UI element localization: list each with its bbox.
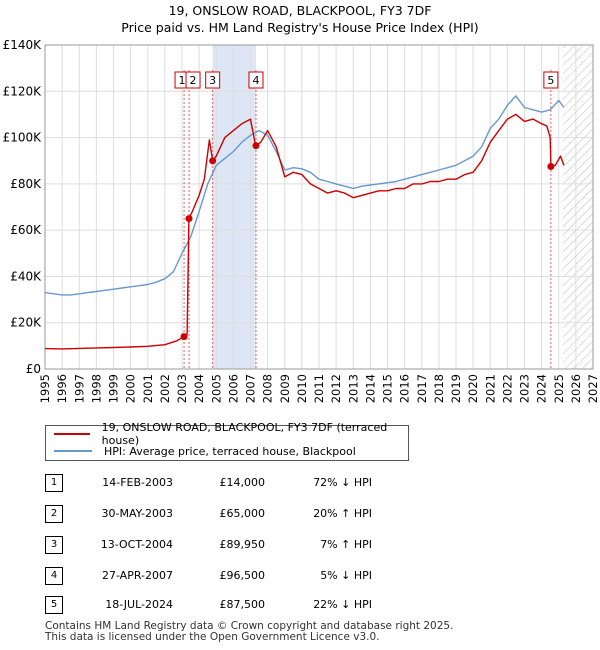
sale-point: [180, 333, 188, 341]
series-line-hpi: [44, 95, 565, 296]
table-row: 3 13-OCT-2004 £89,950 7% ↑ HPI: [45, 536, 545, 554]
legend-swatch-hpi: [54, 450, 92, 452]
transaction-price: £65,000: [219, 507, 266, 520]
x-tick-label: 2014: [363, 374, 377, 403]
x-tick-label: 2022: [500, 374, 514, 403]
x-tick-label: 1998: [89, 374, 103, 403]
y-tick-label: £60K: [10, 223, 42, 237]
plot-frame: [44, 44, 594, 370]
transaction-hpi-diff: 20% ↑ HPI: [313, 507, 372, 520]
y-tick-label: £140K: [3, 38, 43, 52]
x-tick-label: 2025: [552, 374, 566, 403]
footer: Contains HM Land Registry data © Crown c…: [45, 621, 453, 643]
transaction-number: 1: [45, 474, 63, 492]
sale-marker-label: 1: [179, 74, 186, 87]
x-tick-label: 2001: [141, 374, 155, 403]
x-tick-label: 2011: [312, 374, 326, 403]
table-row: 2 30-MAY-2003 £65,000 20% ↑ HPI: [45, 505, 545, 523]
x-tick-label: 2027: [586, 374, 600, 403]
transaction-date: 30-MAY-2003: [101, 507, 173, 520]
sale-marker-label: 2: [190, 74, 197, 87]
transaction-price: £87,500: [219, 598, 266, 611]
y-tick-label: £80K: [10, 177, 42, 191]
x-tick-label: 2021: [483, 374, 497, 403]
legend: 19, ONSLOW ROAD, BLACKPOOL, FY3 7DF (ter…: [45, 421, 409, 461]
x-tick-label: 2018: [432, 374, 446, 403]
series-line-property: [44, 113, 565, 350]
x-tick-label: 2016: [398, 374, 412, 403]
transaction-price: £14,000: [219, 476, 266, 489]
x-tick-label: 2002: [158, 374, 172, 403]
footer-copyright: Contains HM Land Registry data © Crown c…: [45, 620, 454, 632]
sale-marker-box: [185, 71, 201, 89]
sale-point: [547, 163, 555, 170]
transaction-date: 14-FEB-2003: [102, 476, 173, 489]
x-tick-label: 2023: [518, 374, 532, 403]
sale-marker-label: 3: [209, 74, 216, 87]
x-tick-label: 2019: [449, 374, 463, 403]
transaction-number: 5: [45, 596, 63, 614]
chart-title-block: 19, ONSLOW ROAD, BLACKPOOL, FY3 7DF Pric…: [0, 2, 600, 36]
legend-item-hpi: HPI: Average price, terraced house, Blac…: [54, 443, 356, 459]
x-tick-label: 2007: [244, 374, 258, 403]
table-row: 4 27-APR-2007 £96,500 5% ↓ HPI: [45, 567, 545, 585]
x-tick-label: 2008: [261, 374, 275, 403]
transaction-number: 2: [45, 505, 63, 523]
transaction-price: £89,950: [219, 538, 266, 551]
x-tick-label: 2015: [381, 374, 395, 403]
forecast-hatch: [563, 45, 593, 369]
chart-subtitle: Price paid vs. HM Land Registry's House …: [121, 20, 479, 35]
footer-license: This data is licensed under the Open Gov…: [45, 631, 380, 643]
x-tick-label: 2012: [329, 374, 343, 403]
transaction-hpi-diff: 7% ↑ HPI: [320, 538, 372, 551]
legend-swatch-property: [54, 433, 90, 435]
transaction-date: 27-APR-2007: [101, 569, 173, 582]
x-tick-label: 2005: [209, 374, 223, 403]
x-tick-label: 2020: [466, 374, 480, 403]
transaction-hpi-diff: 5% ↓ HPI: [320, 569, 372, 582]
sale-marker-box: [205, 71, 221, 89]
legend-label-property: 19, ONSLOW ROAD, BLACKPOOL, FY3 7DF (ter…: [101, 421, 388, 447]
shaded-range: [212, 45, 256, 369]
transaction-number: 4: [45, 567, 63, 585]
table-row: 1 14-FEB-2003 £14,000 72% ↓ HPI: [45, 474, 545, 492]
y-tick-label: £0: [26, 362, 41, 376]
sale-point: [252, 142, 260, 150]
x-tick-label: 2000: [124, 374, 138, 403]
transaction-hpi-diff: 72% ↓ HPI: [313, 476, 372, 489]
x-tick-label: 2003: [175, 374, 189, 403]
transaction-number: 3: [45, 536, 63, 554]
y-tick-label: £40K: [10, 269, 42, 283]
y-tick-label: £100K: [3, 131, 43, 145]
sale-marker-box: [543, 71, 559, 89]
y-tick-label: £20K: [10, 316, 42, 330]
x-tick-label: 2004: [192, 374, 206, 403]
table-row: 5 18-JUL-2024 £87,500 22% ↓ HPI: [45, 596, 545, 614]
sale-point: [209, 157, 217, 165]
sale-point: [185, 215, 193, 223]
legend-label-hpi: HPI: Average price, terraced house, Blac…: [104, 444, 356, 458]
sale-marker-label: 4: [252, 74, 259, 87]
y-tick-label: £120K: [3, 84, 43, 98]
sale-marker-label: 5: [547, 74, 554, 87]
x-tick-label: 1995: [38, 374, 52, 403]
transaction-hpi-diff: 22% ↓ HPI: [313, 598, 372, 611]
sale-marker-box: [248, 71, 264, 89]
x-tick-label: 2024: [535, 374, 549, 403]
legend-item-property: 19, ONSLOW ROAD, BLACKPOOL, FY3 7DF (ter…: [54, 421, 408, 447]
x-tick-label: 1996: [55, 374, 69, 403]
x-tick-label: 2010: [295, 374, 309, 403]
x-tick-label: 2013: [346, 374, 360, 403]
x-tick-label: 1997: [72, 374, 86, 403]
transaction-date: 18-JUL-2024: [105, 598, 173, 611]
x-tick-label: 2006: [226, 374, 240, 403]
x-tick-label: 2017: [415, 374, 429, 403]
x-tick-label: 2009: [278, 374, 292, 403]
x-tick-label: 2026: [569, 374, 583, 403]
chart-title: 19, ONSLOW ROAD, BLACKPOOL, FY3 7DF: [168, 3, 432, 18]
transaction-date: 13-OCT-2004: [100, 538, 173, 551]
transaction-price: £96,500: [219, 569, 266, 582]
x-tick-label: 1999: [107, 374, 121, 403]
